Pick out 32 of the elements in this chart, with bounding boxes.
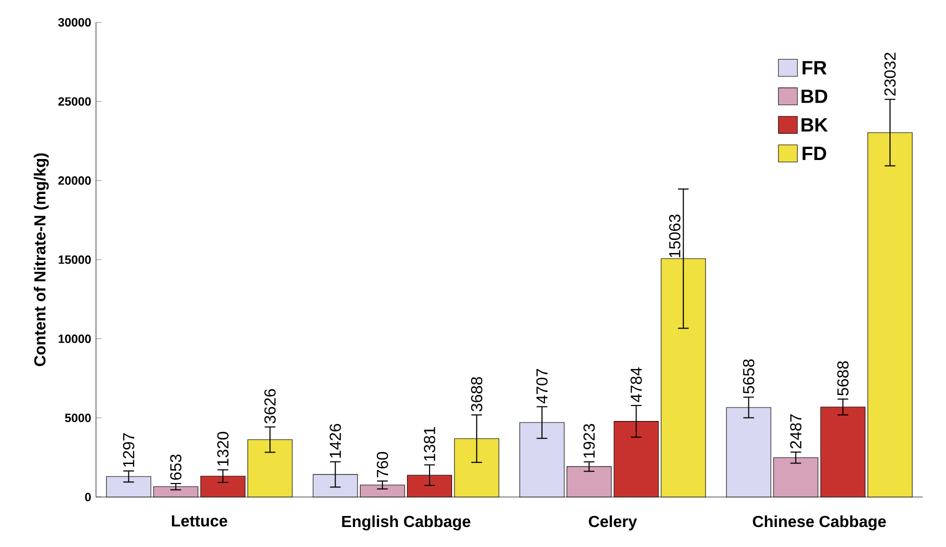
y-tick-label: 25000 [58,97,91,106]
data-label: 23032 [884,52,896,96]
data-label: 653 [170,454,182,480]
data-label: 1923 [583,424,595,458]
y-tick-label: 15000 [58,255,91,264]
y-tick-label: 20000 [58,176,91,185]
legend-label: FD [802,146,826,160]
x-tick-label: Lettuce [172,515,228,527]
y-tick-label: 30000 [58,18,91,27]
legend-label: FR [802,61,827,74]
data-label: 15063 [669,214,680,258]
data-label: 3688 [471,377,482,412]
legend-label: BD [802,90,828,103]
x-tick-label: Chinese Cabbage [752,515,886,530]
data-label: 760 [376,452,388,478]
data-label: 2487 [790,414,802,448]
x-tick-label: Celery [588,515,638,530]
y-axis-title: Content of Nitrate-N (mg/kg) [34,153,49,366]
data-label: 1426 [330,424,341,458]
data-label: 5688 [837,361,849,396]
data-label: 3626 [264,389,276,424]
data-label: 5658 [742,359,754,394]
data-label: 1320 [217,432,229,466]
data-label: 1381 [424,427,436,461]
legend-label: BK [802,118,828,132]
y-tick-label: 0 [85,492,91,502]
x-tick-label: English Cabbage [342,515,470,530]
data-label: 4707 [536,368,548,404]
data-label: 4784 [630,367,642,402]
y-tick-label: 5000 [64,414,91,422]
data-label: 1297 [122,433,134,467]
y-tick-label: 10000 [58,334,91,344]
